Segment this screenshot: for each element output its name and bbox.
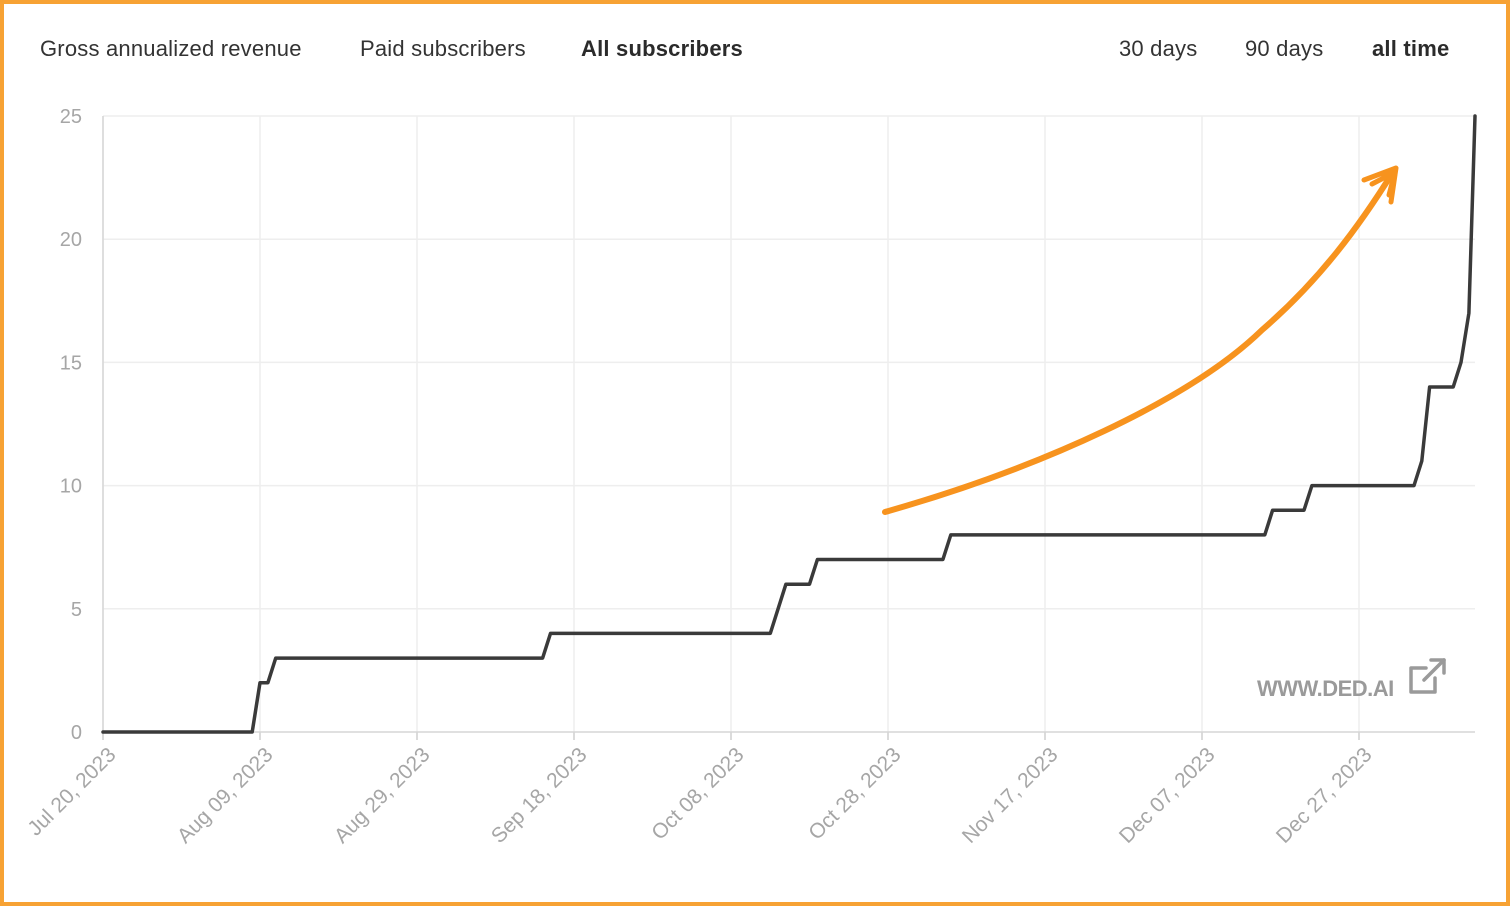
range-all-time[interactable]: all time [1372, 36, 1450, 61]
tab-all-subscribers[interactable]: All subscribers [581, 36, 743, 61]
x-tick-label: Dec 07, 2023 [1115, 743, 1220, 848]
y-tick-label: 10 [60, 476, 82, 498]
watermark-text: WWW.DED.AI [1257, 676, 1394, 701]
external-link-icon [1409, 658, 1446, 694]
x-tick-label: Dec 27, 2023 [1272, 743, 1377, 848]
x-tick-label: Sep 18, 2023 [487, 743, 592, 848]
x-tick-label: Nov 17, 2023 [958, 743, 1063, 848]
all-subscribers-line [101, 114, 1477, 734]
x-tick-label: Aug 29, 2023 [330, 743, 435, 848]
y-tick-label: 5 [71, 599, 82, 621]
y-tick-label: 25 [60, 106, 82, 128]
x-tick-label: Oct 08, 2023 [647, 743, 748, 844]
chart-series [101, 114, 1477, 734]
watermark: WWW.DED.AI [1257, 658, 1446, 701]
tab-paid-subscribers[interactable]: Paid subscribers [360, 36, 526, 61]
y-axis-ticks: 0 5 10 15 20 25 [60, 106, 82, 744]
x-tick-label: Aug 09, 2023 [173, 743, 278, 848]
x-tick-label: Oct 28, 2023 [804, 743, 905, 844]
y-tick-label: 15 [60, 352, 82, 374]
range-30-days[interactable]: 30 days [1119, 36, 1198, 61]
x-axis-ticks: Jul 20, 2023 Aug 09, 2023 Aug 29, 2023 Sep … [23, 743, 1376, 848]
chart-grid [102, 115, 1475, 732]
tab-gross-annualized-revenue[interactable]: Gross annualized revenue [40, 36, 302, 61]
x-tick-label: Jul 20, 2023 [23, 743, 120, 840]
chart-axes [102, 116, 1475, 740]
y-tick-label: 0 [71, 722, 82, 744]
range-90-days[interactable]: 90 days [1245, 36, 1324, 61]
hand-drawn-arrow-icon [882, 165, 1399, 515]
y-tick-label: 20 [60, 229, 82, 251]
